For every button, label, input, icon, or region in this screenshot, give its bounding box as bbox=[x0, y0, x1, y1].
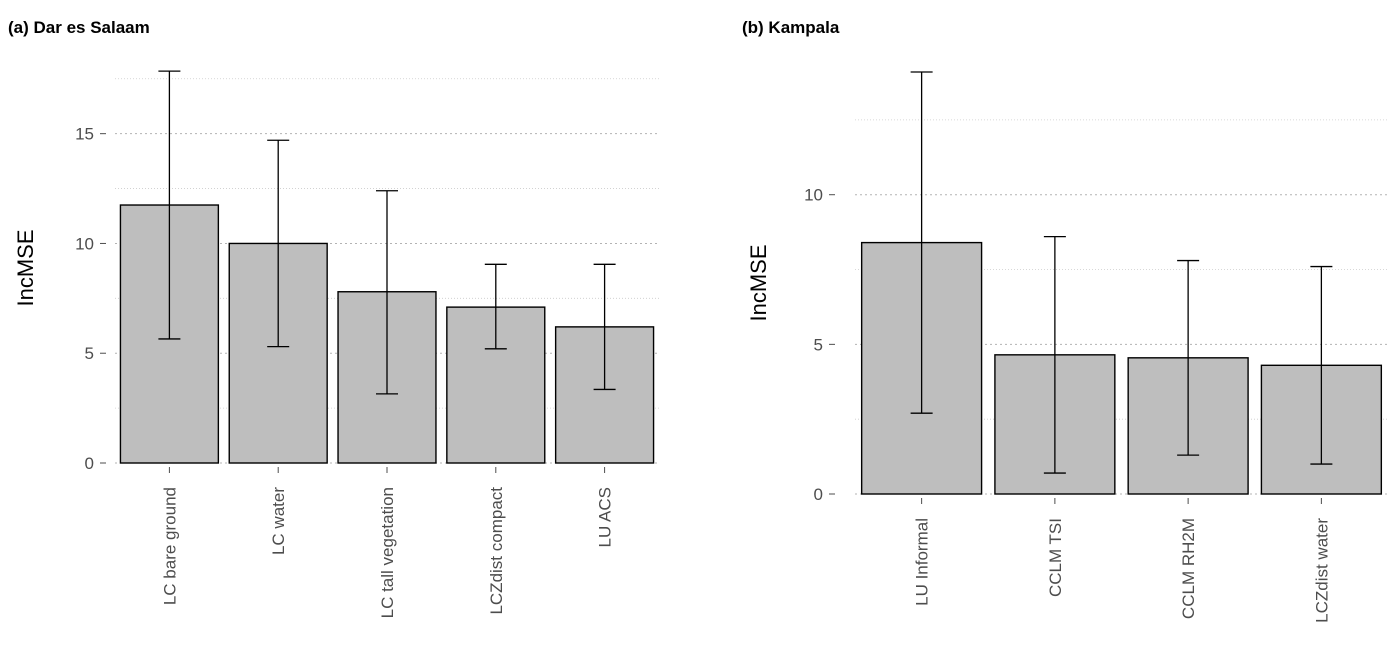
y-ticks-b: 0 5 10 bbox=[804, 186, 835, 504]
y-axis-label-b: IncMSE bbox=[746, 244, 771, 321]
panel-kampala: (b) Kampala IncMSE 0 5 10 LU Informal CCLM … bbox=[742, 18, 1388, 623]
y-tick-label-a-0: 0 bbox=[85, 454, 94, 473]
y-tick-label-a-3: 15 bbox=[75, 125, 94, 144]
panel-title-a: (a) Dar es Salaam bbox=[8, 18, 150, 37]
x-tick-label-a-4: LU ACS bbox=[596, 487, 615, 547]
y-tick-label-b-1: 5 bbox=[814, 335, 823, 354]
y-tick-label-b-2: 10 bbox=[804, 186, 823, 205]
x-tick-label-b-2: CCLM RH2M bbox=[1179, 518, 1198, 619]
panel-title-b: (b) Kampala bbox=[742, 18, 840, 37]
error-bars-b bbox=[910, 71, 1333, 474]
bars-a bbox=[119, 204, 655, 464]
y-tick-label-a-1: 5 bbox=[85, 344, 94, 363]
x-tick-label-a-2: LC tall vegetation bbox=[378, 487, 397, 618]
x-ticks-a: LC bare ground LC water LC tall vegetation… bbox=[160, 467, 615, 618]
x-ticks-b: LU Informal CCLM TSI CCLM RH2M LCZdist wate… bbox=[913, 498, 1331, 623]
error-bars-a bbox=[158, 70, 616, 395]
x-tick-label-a-1: LC water bbox=[269, 487, 288, 555]
y-tick-label-b-0: 0 bbox=[814, 485, 823, 504]
x-tick-label-a-0: LC bare ground bbox=[160, 487, 179, 605]
x-tick-label-b-0: LU Informal bbox=[913, 518, 932, 606]
x-tick-label-a-3: LCZdist compact bbox=[487, 487, 506, 615]
x-tick-label-b-1: CCLM TSI bbox=[1046, 518, 1065, 597]
y-axis-label-a: IncMSE bbox=[13, 229, 38, 306]
y-tick-label-a-2: 10 bbox=[75, 234, 94, 253]
panel-dar-es-salaam: (a) Dar es Salaam IncMSE 0 5 10 15 LC bare … bbox=[8, 18, 659, 618]
bars-b bbox=[860, 241, 1383, 495]
y-ticks-a: 0 5 10 15 bbox=[75, 125, 106, 473]
x-tick-label-b-3: LCZdist water bbox=[1312, 518, 1331, 623]
